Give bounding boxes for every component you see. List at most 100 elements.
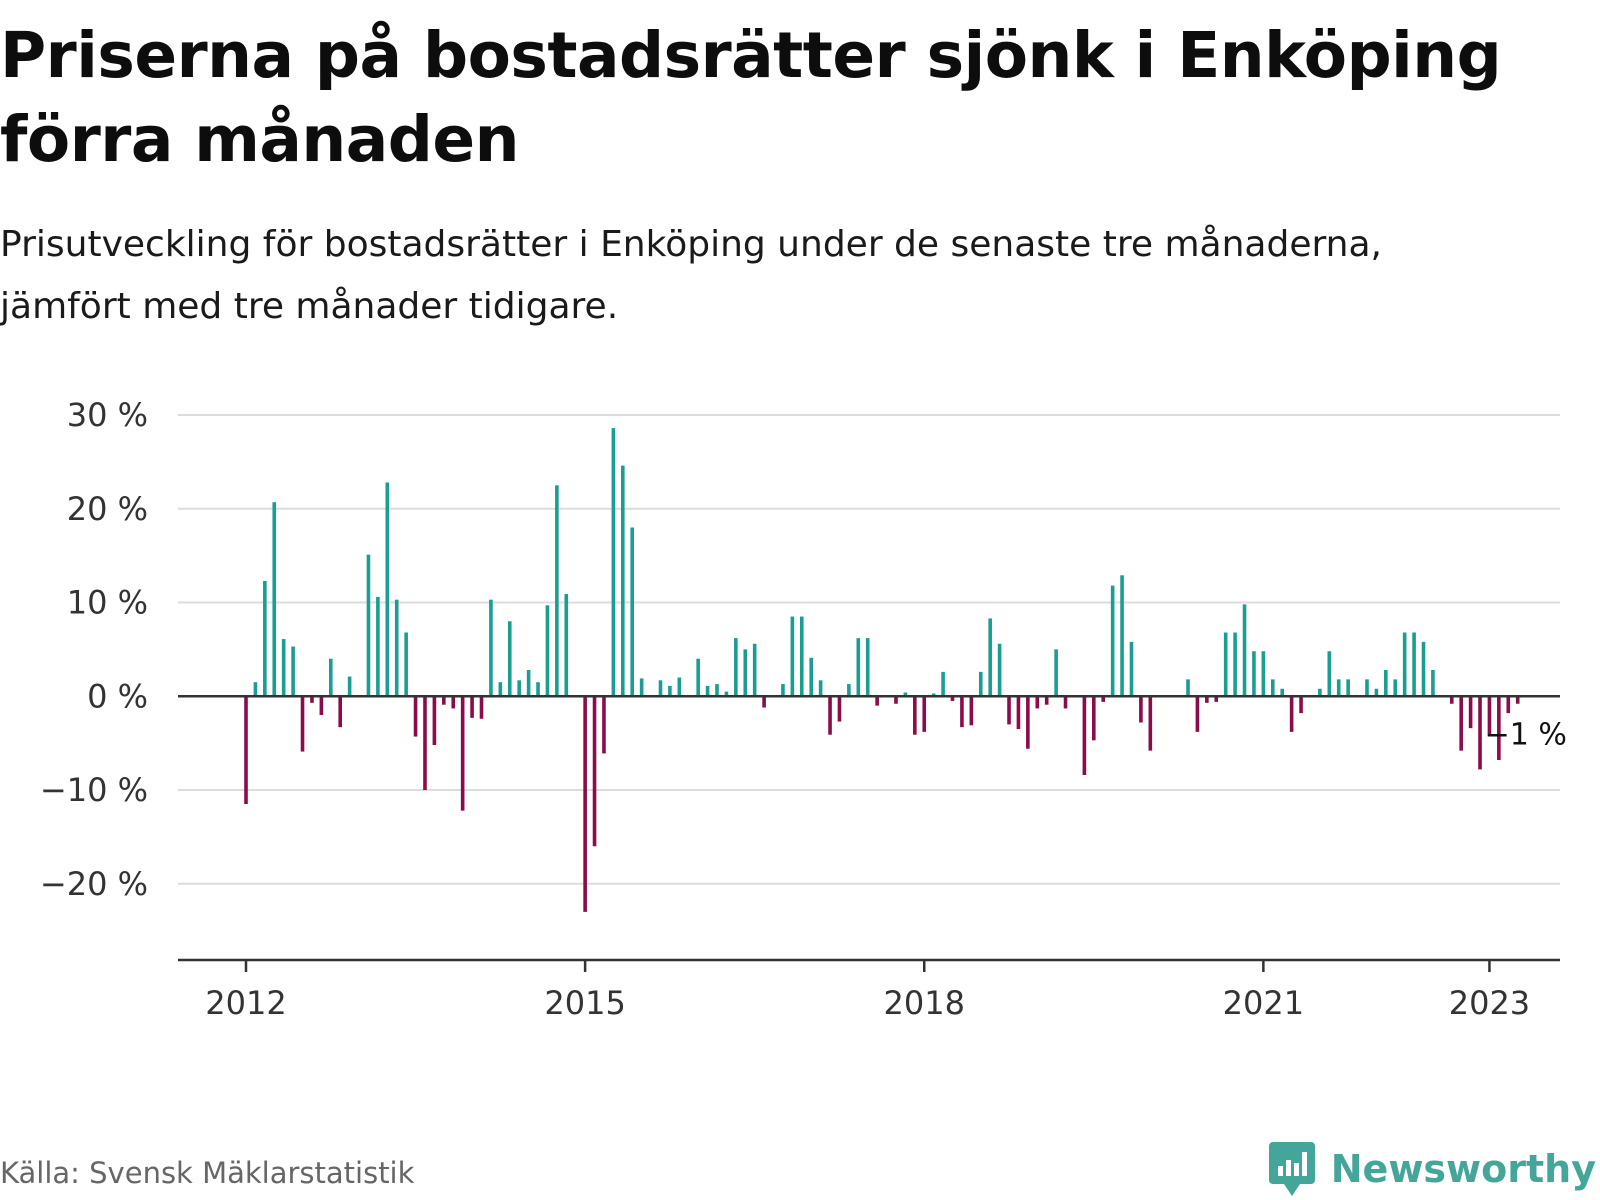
bars xyxy=(244,428,1520,912)
bar xyxy=(1026,696,1030,749)
bar xyxy=(394,599,399,697)
bar xyxy=(1242,604,1247,697)
bar xyxy=(1035,696,1040,709)
bar xyxy=(1016,696,1021,730)
bar xyxy=(988,618,992,697)
y-tick-label: −10 % xyxy=(40,771,148,809)
bar xyxy=(1327,651,1332,697)
y-tick-label: 30 % xyxy=(67,396,148,434)
bar xyxy=(507,621,512,697)
bar xyxy=(894,696,898,704)
bar xyxy=(922,696,927,732)
bar xyxy=(366,554,371,697)
bar xyxy=(960,696,964,728)
bar xyxy=(517,680,521,697)
x-tick-label: 2023 xyxy=(1449,984,1530,1022)
bar xyxy=(404,632,408,697)
x-tick-label: 2018 xyxy=(884,984,965,1022)
bar xyxy=(1233,632,1237,697)
bar xyxy=(1289,696,1294,732)
bar xyxy=(809,657,813,697)
bar xyxy=(413,696,418,737)
bar xyxy=(639,678,644,697)
bar xyxy=(1318,688,1322,697)
bar xyxy=(602,696,606,754)
brand-logo: Newsworthy xyxy=(1267,1140,1596,1198)
bar xyxy=(913,696,917,735)
bar xyxy=(1063,696,1068,709)
x-tick-label: 2015 xyxy=(544,984,625,1022)
bar xyxy=(696,658,700,697)
bar-chart: 30 %20 %10 %0 %−10 %−20 % 2012 2015 2018 20… xyxy=(40,396,1567,1022)
bar xyxy=(705,685,710,697)
bar xyxy=(1054,649,1058,697)
bar xyxy=(997,643,1002,697)
bar xyxy=(865,638,870,697)
bar xyxy=(1252,651,1256,697)
bar xyxy=(1346,679,1350,697)
bar xyxy=(470,696,474,718)
bar xyxy=(1402,632,1407,697)
y-tick-label: 10 % xyxy=(67,584,148,622)
x-tick-label: 2012 xyxy=(205,984,286,1022)
bar xyxy=(1092,696,1096,741)
bar xyxy=(752,643,757,697)
bar xyxy=(790,616,795,697)
bar xyxy=(1270,679,1275,697)
bar xyxy=(734,638,738,697)
bar xyxy=(300,696,305,752)
bar xyxy=(555,485,559,697)
bar xyxy=(310,696,314,703)
bar xyxy=(743,649,748,697)
bar xyxy=(677,677,682,697)
bar xyxy=(611,428,616,697)
bar xyxy=(272,502,277,697)
bar xyxy=(489,599,493,697)
bar xyxy=(1223,632,1228,697)
bar xyxy=(564,594,569,697)
bar xyxy=(479,696,484,719)
bar xyxy=(328,658,333,697)
bar xyxy=(536,682,540,697)
bar xyxy=(978,671,983,697)
bar xyxy=(1280,688,1284,697)
bar xyxy=(545,605,550,697)
last-value-annotation: −1 % xyxy=(1485,717,1567,752)
bar xyxy=(526,670,531,697)
bar xyxy=(1110,585,1115,697)
y-axis-labels: 30 % 20 % 10 % 0 % −10 % −20 % xyxy=(40,396,148,903)
bar xyxy=(1431,670,1435,697)
bar xyxy=(658,680,663,697)
bar xyxy=(1515,696,1520,704)
bar xyxy=(1139,696,1143,723)
bar xyxy=(1393,679,1398,697)
bar xyxy=(498,682,503,697)
bar xyxy=(724,691,729,697)
page-title: Priserna på bostadsrätter sjönk i Enköpi… xyxy=(0,19,1502,176)
bar xyxy=(941,671,945,697)
bar xyxy=(621,465,625,697)
source-credit: Källa: Svensk Mäklarstatistik xyxy=(0,1156,415,1190)
bar xyxy=(1082,696,1087,775)
bar xyxy=(799,616,804,697)
bar xyxy=(1449,696,1454,704)
bar xyxy=(319,696,324,715)
bar xyxy=(291,646,295,697)
bar xyxy=(1101,696,1106,702)
y-tick-label: 20 % xyxy=(67,490,148,528)
bar xyxy=(1336,679,1341,697)
bar xyxy=(931,693,936,697)
bar xyxy=(1478,696,1482,770)
bar xyxy=(856,638,861,697)
bar xyxy=(1044,696,1049,705)
bar xyxy=(244,696,248,805)
bar xyxy=(1214,696,1219,702)
bar xyxy=(1468,696,1473,729)
bar xyxy=(1186,679,1190,697)
bar xyxy=(583,696,587,912)
bar xyxy=(1412,632,1416,697)
x-tick-label: 2021 xyxy=(1223,984,1304,1022)
bar xyxy=(432,696,437,745)
bar xyxy=(423,696,427,790)
bar xyxy=(1497,696,1501,760)
